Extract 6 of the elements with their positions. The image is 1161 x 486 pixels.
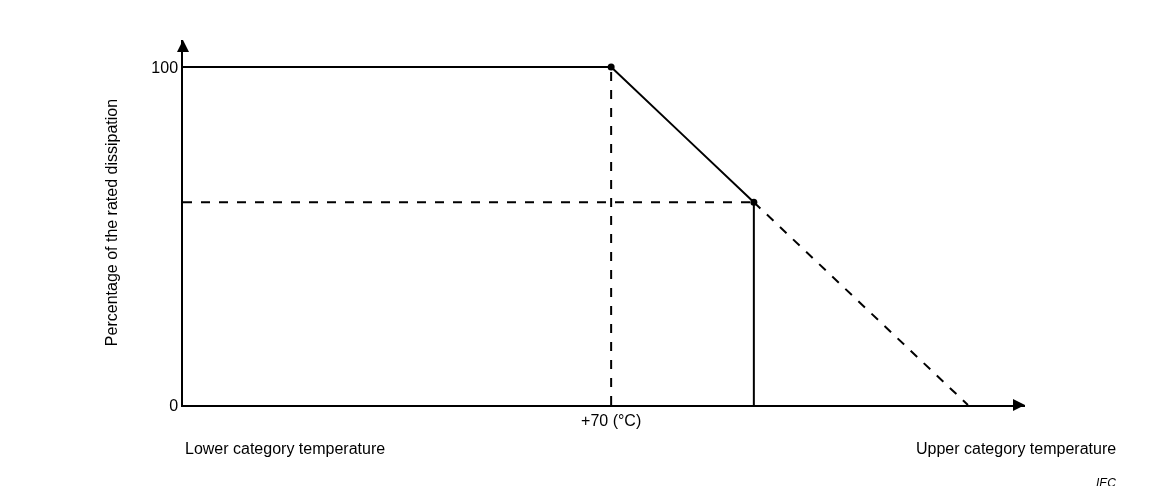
y-tick-label: 100	[151, 58, 179, 76]
y-axis-title: Percentage of the rated dissipation	[102, 98, 120, 347]
y-tick-label: 0	[169, 396, 179, 414]
text: Lower category temperature	[185, 440, 386, 457]
text: Upper category temperature	[916, 440, 1117, 457]
x-tick-label: +70 (°C)	[581, 411, 642, 429]
